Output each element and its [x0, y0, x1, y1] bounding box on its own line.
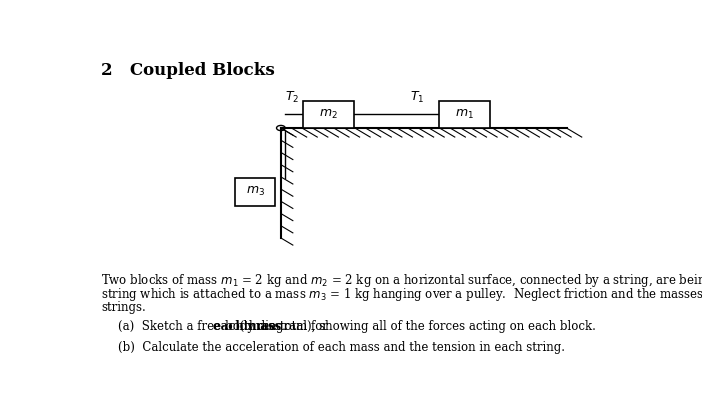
Text: $m_1$: $m_1$	[455, 108, 474, 121]
Bar	[234, 178, 275, 206]
Text: strings.: strings.	[101, 301, 146, 314]
Text: 2   Coupled Blocks: 2 Coupled Blocks	[101, 62, 275, 79]
Text: $m_2$: $m_2$	[319, 108, 338, 121]
Text: each mass: each mass	[213, 320, 281, 333]
Text: (three total), showing all of the forces acting on each block.: (three total), showing all of the forces…	[237, 320, 596, 333]
Text: (b)  Calculate the acceleration of each mass and the tension in each string.: (b) Calculate the acceleration of each m…	[118, 341, 564, 354]
Text: (a)  Sketch a free-body diagram for: (a) Sketch a free-body diagram for	[118, 320, 331, 333]
Text: $T_2$: $T_2$	[284, 90, 299, 105]
Text: $m_3$: $m_3$	[246, 185, 265, 198]
Bar	[439, 100, 491, 128]
Text: $T_1$: $T_1$	[410, 90, 424, 105]
Text: string which is attached to a mass $m_3$ = 1 kg hanging over a pulley.  Neglect : string which is attached to a mass $m_3$…	[101, 286, 702, 304]
Bar	[303, 100, 355, 128]
Text: Two blocks of mass $m_1$ = 2 kg and $m_2$ = 2 kg on a horizontal surface, connec: Two blocks of mass $m_1$ = 2 kg and $m_2…	[101, 272, 702, 289]
